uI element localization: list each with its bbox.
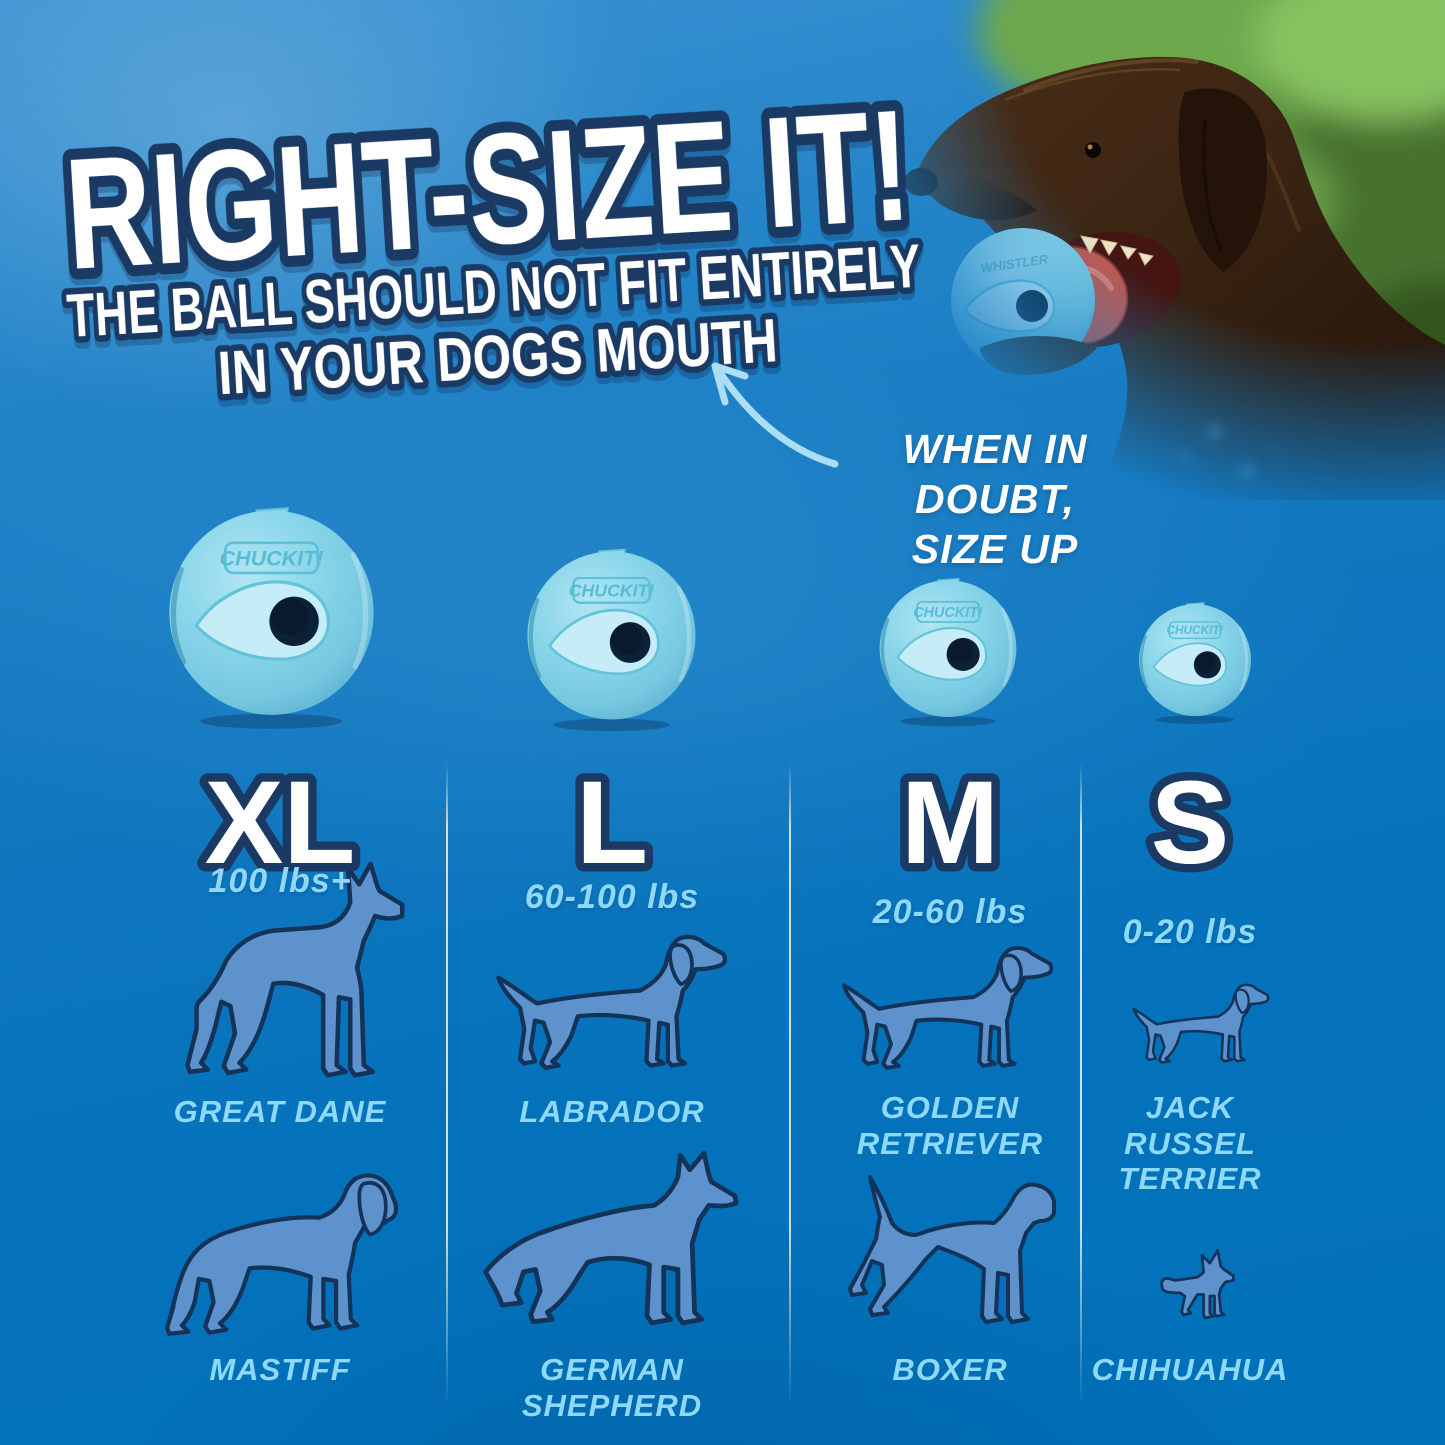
weight-range-m: 20-60 lbs bbox=[872, 893, 1028, 931]
size-letter-text: L bbox=[576, 768, 648, 878]
dog-ear bbox=[1178, 88, 1268, 273]
ball-xl bbox=[164, 503, 379, 731]
photo-dog bbox=[913, 56, 1445, 500]
german-shepherd-silhouette bbox=[474, 1146, 756, 1336]
breed-label-chihuahua: CHIHUAHUA bbox=[1091, 1352, 1289, 1387]
photo-ball-in-mouth: WHISTLER bbox=[904, 168, 1097, 375]
size-up-arrow-icon bbox=[711, 362, 839, 468]
ball-s bbox=[1136, 600, 1254, 725]
callout-line2: SIZE UP bbox=[911, 526, 1079, 573]
breed-label-golden-retriever: GOLDEN RETRIEVER bbox=[856, 1090, 1044, 1161]
water-droplets bbox=[1181, 427, 1253, 478]
dog-upper-lip bbox=[923, 174, 1037, 221]
size-letter-text: S bbox=[1151, 768, 1230, 878]
headline-block: RIGHT-SIZE IT! THE BALL SHOULD NOT FIT E… bbox=[50, 66, 929, 414]
ball-m bbox=[876, 575, 1020, 728]
golden-retriever-silhouette bbox=[838, 934, 1054, 1072]
column-divider bbox=[446, 763, 448, 1407]
dog-lower-jaw bbox=[980, 336, 1097, 375]
callout-line1: WHEN IN DOUBT, bbox=[902, 426, 1088, 523]
breed-label-boxer: BOXER bbox=[892, 1352, 1008, 1387]
ball-l bbox=[523, 545, 700, 733]
size-up-callout: WHEN IN DOUBT, SIZE UP bbox=[820, 424, 1170, 574]
dog-photo: WHISTLER bbox=[904, 0, 1445, 500]
dog-teeth bbox=[1080, 235, 1154, 266]
size-letter-text: M bbox=[901, 768, 999, 878]
column-divider bbox=[1080, 763, 1082, 1407]
labrador-silhouette bbox=[492, 922, 728, 1072]
jack-russel-terrier-silhouette bbox=[1130, 976, 1270, 1065]
size-letter-s: S bbox=[1142, 768, 1238, 878]
weight-range-l: 60-100 lbs bbox=[524, 878, 700, 916]
column-divider bbox=[789, 763, 791, 1407]
size-letter-text: XL bbox=[205, 768, 356, 878]
weight-range-xl: 100 lbs+ bbox=[208, 862, 352, 900]
chihuahua-silhouette bbox=[1152, 1244, 1238, 1323]
dog-nose bbox=[904, 168, 938, 196]
size-letter-l: L bbox=[567, 768, 656, 878]
breed-label-german-shepherd: GERMAN SHEPHERD bbox=[521, 1352, 703, 1423]
breed-label-great-dane: GREAT DANE bbox=[173, 1094, 387, 1129]
breed-label-labrador: LABRADOR bbox=[519, 1094, 705, 1129]
breed-label-mastiff: MASTIFF bbox=[209, 1352, 351, 1387]
weight-range-s: 0-20 lbs bbox=[1122, 913, 1258, 951]
mastiff-silhouette bbox=[152, 1148, 404, 1338]
size-letter-xl: XL bbox=[196, 768, 364, 878]
size-letter-m: M bbox=[892, 768, 1007, 878]
dog-eye bbox=[1085, 142, 1101, 158]
breed-label-jack-russel-terrier: JACK RUSSEL TERRIER bbox=[1118, 1090, 1262, 1197]
